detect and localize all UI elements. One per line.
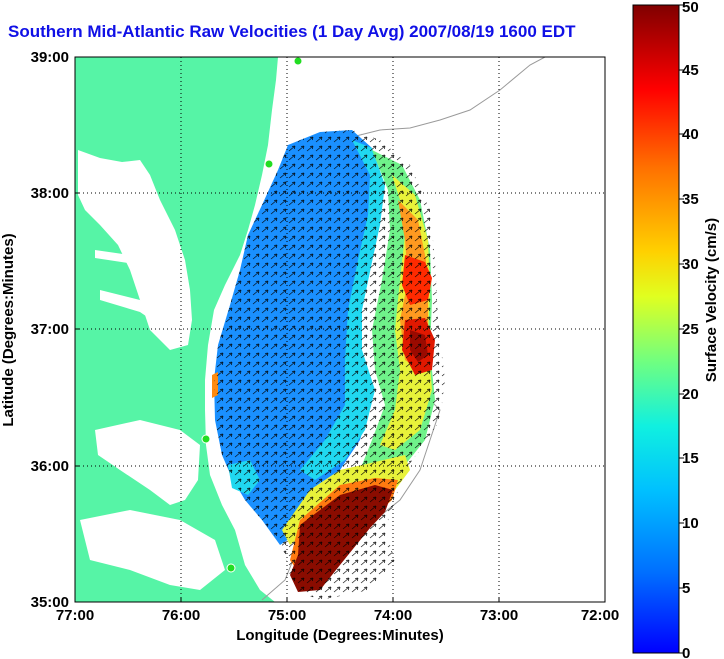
radar-site bbox=[201, 434, 211, 444]
y-tick-label: 35:00 bbox=[31, 594, 69, 611]
colorbar-tick-label: 20 bbox=[682, 386, 699, 403]
velocity-vectors bbox=[214, 130, 445, 600]
colorbar-tick-label: 30 bbox=[682, 256, 699, 273]
river-water bbox=[95, 250, 160, 280]
colorbar-tick-label: 15 bbox=[682, 450, 699, 467]
y-tick-label: 36:00 bbox=[31, 458, 69, 475]
colorbar-label: Surface Velocity (cm/s) bbox=[703, 218, 720, 382]
colorbar-tick-label: 35 bbox=[682, 191, 699, 208]
colorbar-tick-label: 10 bbox=[682, 515, 699, 532]
x-tick-label: 74:00 bbox=[374, 607, 412, 624]
y-tick-label: 37:00 bbox=[31, 321, 69, 338]
map-title: Southern Mid-Atlantic Raw Velocities (1 … bbox=[8, 22, 576, 41]
colorbar-ticks bbox=[679, 4, 684, 654]
x-tick-label: 72:00 bbox=[581, 607, 619, 624]
y-tick-label: 38:00 bbox=[31, 185, 69, 202]
x-tick-label: 75:00 bbox=[268, 607, 306, 624]
y-tick-label: 39:00 bbox=[31, 49, 69, 66]
tick-marks bbox=[74, 56, 606, 602]
x-tick-label: 77:00 bbox=[56, 607, 94, 624]
chesapeake-bay bbox=[78, 150, 192, 350]
sound-water bbox=[95, 420, 200, 505]
bathymetry-contour bbox=[339, 57, 546, 141]
radar-site bbox=[264, 159, 274, 169]
radar-site bbox=[293, 57, 303, 66]
colorbar-tick-label: 40 bbox=[682, 126, 699, 143]
x-tick-label: 73:00 bbox=[480, 607, 518, 624]
radar-site bbox=[226, 563, 236, 573]
y-axis-label: Latitude (Degrees:Minutes) bbox=[0, 233, 17, 426]
colorbar-tick-label: 0 bbox=[682, 645, 690, 659]
sound-water bbox=[80, 510, 225, 590]
colorbar-tick-label: 5 bbox=[682, 580, 690, 597]
grid-lines bbox=[75, 57, 605, 602]
x-tick-label: 76:00 bbox=[162, 607, 200, 624]
colorbar-tick-label: 45 bbox=[682, 62, 699, 79]
colorbar bbox=[632, 4, 680, 654]
x-axis-label: Longitude (Degrees:Minutes) bbox=[236, 627, 444, 644]
colorbar-tick-label: 25 bbox=[682, 321, 699, 338]
colorbar-tick-label: 50 bbox=[682, 0, 699, 16]
river-water bbox=[100, 290, 180, 336]
